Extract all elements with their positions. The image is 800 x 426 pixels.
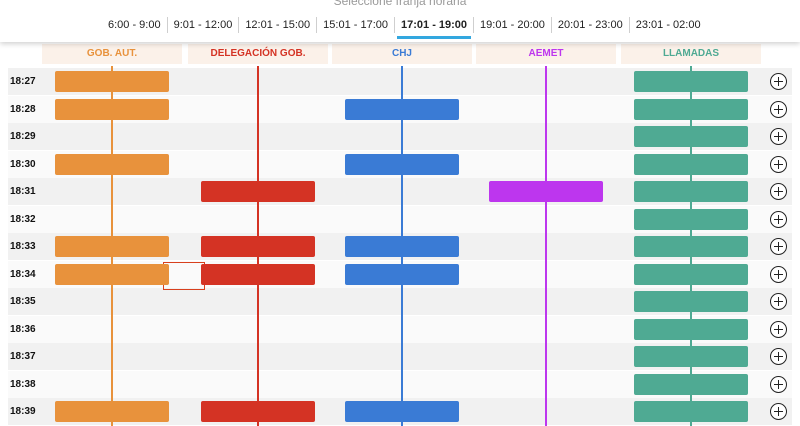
timeslot-tab[interactable]: 12:01 - 15:00: [239, 17, 318, 33]
timeslot-tab[interactable]: 9:01 - 12:00: [168, 17, 240, 33]
event-block-llamadas[interactable]: [634, 181, 748, 202]
plus-circle-icon[interactable]: [770, 403, 787, 420]
event-block-gob[interactable]: [55, 236, 169, 257]
event-block-gob[interactable]: [55, 98, 169, 120]
timeslot-tab[interactable]: 15:01 - 17:00: [317, 17, 395, 33]
event-block-del[interactable]: [201, 236, 315, 257]
event-block-llamadas[interactable]: [634, 373, 748, 395]
event-block-del[interactable]: [201, 401, 315, 422]
time-label: 18:31: [10, 186, 36, 197]
event-block-llamadas[interactable]: [634, 71, 748, 92]
event-block-llamadas[interactable]: [634, 98, 748, 120]
event-block-llamadas[interactable]: [634, 126, 748, 147]
time-label: 18:39: [10, 406, 36, 417]
plus-circle-icon[interactable]: [770, 265, 787, 283]
timeslot-tab[interactable]: 20:01 - 23:00: [552, 17, 630, 33]
time-label: 18:29: [10, 131, 36, 142]
event-block-chj[interactable]: [345, 401, 459, 422]
event-block-del[interactable]: [201, 181, 315, 202]
time-label: 18:28: [10, 103, 36, 115]
event-block-llamadas[interactable]: [634, 208, 748, 230]
time-label: 18:34: [10, 268, 36, 280]
event-block-llamadas[interactable]: [634, 263, 748, 285]
plus-circle-icon[interactable]: [770, 73, 787, 90]
column-header-del: DELEGACIÓN GOB.: [188, 44, 328, 64]
event-block-llamadas[interactable]: [634, 291, 748, 312]
timeslot-title: Seleccione franja horaria: [333, 0, 467, 8]
event-block-chj[interactable]: [345, 98, 459, 120]
column-header-gob: GOB. AUT.: [42, 44, 182, 64]
event-block-llamadas[interactable]: [634, 318, 748, 340]
event-block-llamadas[interactable]: [634, 153, 748, 175]
plus-circle-icon[interactable]: [770, 238, 787, 255]
time-label: 18:37: [10, 351, 36, 362]
timeline-line-aemet: [545, 66, 547, 426]
plus-circle-icon[interactable]: [770, 375, 787, 393]
event-block-gob[interactable]: [55, 71, 169, 92]
event-block-chj[interactable]: [345, 153, 459, 175]
event-block-del[interactable]: [201, 263, 315, 285]
timeslot-header: Seleccione franja horaria 6:00 - 9:00 9:0…: [0, 0, 800, 42]
event-block-gob[interactable]: [55, 401, 169, 422]
time-label: 18:33: [10, 241, 36, 252]
time-label: 18:30: [10, 158, 36, 170]
plus-circle-icon[interactable]: [770, 293, 787, 310]
event-block-chj[interactable]: [345, 236, 459, 257]
time-label: 18:32: [10, 213, 36, 225]
time-label: 18:27: [10, 76, 36, 87]
event-block-llamadas[interactable]: [634, 401, 748, 422]
timeslot-tab[interactable]: 17:01 - 19:00: [395, 17, 475, 39]
timeslot-tab[interactable]: 23:01 - 02:00: [635, 19, 701, 31]
column-header-aemet: AEMET: [476, 44, 616, 64]
timeslot-tab[interactable]: 6:00 - 9:00: [102, 17, 168, 33]
event-block-llamadas[interactable]: [634, 346, 748, 367]
plus-circle-icon[interactable]: [770, 100, 787, 118]
timeslot-tab[interactable]: 19:01 - 20:00: [474, 17, 552, 33]
plus-circle-icon[interactable]: [770, 128, 787, 145]
event-connector: [163, 262, 205, 290]
plus-circle-icon[interactable]: [770, 320, 787, 338]
event-block-gob[interactable]: [55, 153, 169, 175]
column-header-llamadas: LLAMADAS: [621, 44, 761, 64]
plus-circle-icon[interactable]: [770, 155, 787, 173]
event-block-aemet[interactable]: [489, 181, 603, 202]
time-label: 18:38: [10, 378, 36, 390]
event-block-llamadas[interactable]: [634, 236, 748, 257]
time-label: 18:35: [10, 296, 36, 307]
time-label: 18:36: [10, 323, 36, 335]
timeslot-tabs: 6:00 - 9:00 9:01 - 12:00 12:01 - 15:00 15:0…: [102, 16, 707, 39]
column-header-chj: CHJ: [332, 44, 472, 64]
plus-circle-icon[interactable]: [770, 210, 787, 228]
event-block-chj[interactable]: [345, 263, 459, 285]
plus-circle-icon[interactable]: [770, 348, 787, 365]
plus-circle-icon[interactable]: [770, 183, 787, 200]
event-block-gob[interactable]: [55, 263, 169, 285]
